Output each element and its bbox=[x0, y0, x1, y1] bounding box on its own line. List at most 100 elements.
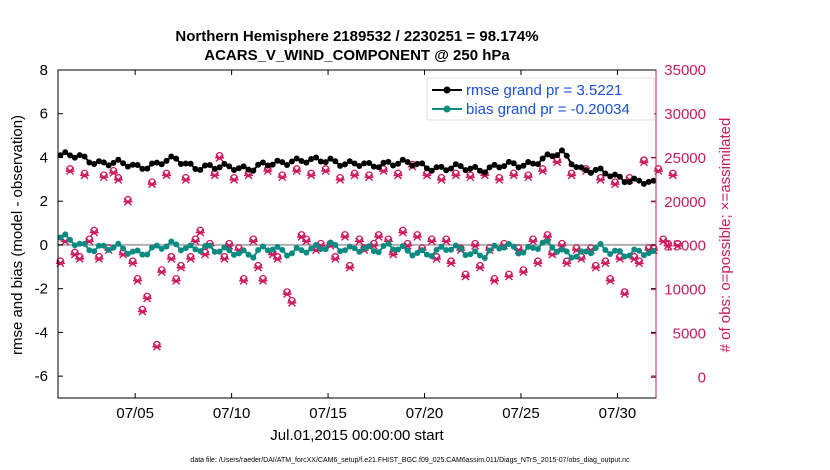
rmse-point bbox=[95, 158, 102, 165]
legend-bias-label: bias grand pr = -0.20034 bbox=[466, 101, 630, 118]
bias-point bbox=[76, 240, 83, 247]
rmse-point bbox=[457, 163, 464, 170]
bias-point bbox=[448, 246, 455, 253]
bias-point bbox=[419, 247, 426, 254]
obs-assimilated-marker bbox=[335, 175, 345, 184]
bias-point bbox=[486, 247, 493, 254]
rmse-point bbox=[578, 164, 585, 171]
chart-title-line2: ACARS_V_WIND_COMPONENT @ 250 hPa bbox=[204, 47, 510, 64]
obs-assimilated-marker bbox=[639, 158, 649, 167]
y-left-tick-label: 4 bbox=[40, 149, 48, 166]
rmse-point bbox=[250, 167, 257, 174]
obs-possible-marker bbox=[302, 235, 311, 244]
bias-point bbox=[269, 246, 276, 253]
plot-area bbox=[58, 70, 656, 398]
obs-assimilated-marker bbox=[272, 254, 282, 263]
bias-point bbox=[515, 250, 522, 257]
bias-point bbox=[91, 248, 98, 255]
rmse-point bbox=[81, 153, 88, 160]
bias-point bbox=[457, 245, 464, 252]
bias-point bbox=[211, 248, 218, 255]
bias-point bbox=[67, 236, 74, 243]
rmse-point bbox=[221, 160, 228, 167]
rmse-point bbox=[481, 169, 488, 176]
obs-possible-marker bbox=[673, 239, 682, 248]
rmse-point bbox=[587, 169, 594, 176]
bias-point bbox=[394, 246, 401, 253]
obs-assimilated-marker bbox=[65, 167, 75, 176]
obs-possible-marker bbox=[591, 261, 600, 270]
rmse-point bbox=[187, 160, 194, 167]
rmse-point bbox=[612, 171, 619, 178]
obs-possible-marker bbox=[95, 253, 103, 261]
obs-assimilated-marker bbox=[210, 171, 220, 180]
rmse-point bbox=[182, 160, 189, 167]
obs-possible-marker bbox=[249, 235, 258, 244]
rmse-point bbox=[385, 158, 392, 165]
bias-point bbox=[279, 246, 286, 253]
obs-assimilated-marker bbox=[518, 268, 528, 277]
rmse-point bbox=[650, 177, 657, 184]
bias-point bbox=[587, 250, 594, 257]
rmse-point bbox=[144, 165, 151, 172]
bias-point bbox=[414, 249, 421, 256]
obs-possible-marker bbox=[157, 266, 166, 274]
obs-possible-marker bbox=[162, 169, 171, 178]
obs-possible-marker bbox=[133, 275, 142, 283]
rmse-point bbox=[419, 160, 426, 167]
obs-assimilated-marker bbox=[494, 175, 504, 184]
rmse-point bbox=[288, 158, 295, 165]
obs-possible-marker bbox=[114, 173, 123, 182]
rmse-point bbox=[255, 161, 262, 168]
obs-assimilated-marker bbox=[388, 250, 398, 259]
obs-assimilated-marker bbox=[287, 298, 297, 307]
bias-point bbox=[245, 251, 252, 258]
bias-point bbox=[293, 244, 300, 251]
rmse-point bbox=[583, 167, 590, 174]
bias-point bbox=[390, 246, 397, 253]
legend-box bbox=[426, 77, 655, 121]
bias-point bbox=[505, 241, 512, 248]
obs-possible-marker bbox=[519, 266, 528, 274]
bias-point bbox=[375, 249, 382, 256]
rmse-point bbox=[303, 159, 310, 166]
bias-point bbox=[308, 245, 315, 252]
rmse-point bbox=[206, 162, 213, 169]
bias-point bbox=[105, 246, 112, 253]
bias-point bbox=[428, 253, 435, 260]
obs-assimilated-marker bbox=[301, 237, 311, 246]
bias-point bbox=[640, 252, 647, 259]
obs-possible-marker bbox=[220, 253, 229, 261]
obs-assimilated-marker bbox=[393, 171, 403, 180]
rmse-point bbox=[631, 175, 638, 182]
bias-point bbox=[153, 242, 160, 249]
bias-point bbox=[631, 246, 638, 253]
rmse-point bbox=[322, 159, 329, 166]
rmse-point bbox=[153, 159, 160, 166]
rmse-point bbox=[197, 166, 204, 173]
rmse-point bbox=[549, 153, 556, 160]
obs-possible-marker bbox=[538, 165, 547, 173]
obs-possible-marker bbox=[191, 235, 200, 244]
rmse-point bbox=[139, 165, 146, 172]
obs-possible-marker bbox=[75, 253, 84, 261]
bias-point bbox=[361, 245, 368, 252]
obs-possible-marker bbox=[471, 239, 480, 248]
rmse-point bbox=[124, 163, 131, 170]
rmse-point bbox=[452, 161, 459, 168]
obs-possible-marker bbox=[215, 152, 224, 160]
bias-point bbox=[525, 243, 532, 250]
bias-point bbox=[346, 243, 353, 250]
bias-point bbox=[134, 247, 141, 254]
obs-assimilated-marker bbox=[398, 228, 408, 237]
bias-point bbox=[366, 243, 373, 250]
obs-assimilated-marker bbox=[528, 237, 538, 246]
obs-possible-marker bbox=[620, 288, 629, 296]
rmse-point bbox=[313, 154, 320, 161]
x-axis-label: Jul.01,2015 00:00:00 start bbox=[270, 427, 444, 444]
rmse-point bbox=[91, 161, 98, 168]
bias-point bbox=[144, 251, 151, 258]
y-right-tick-label: 0 bbox=[698, 370, 706, 387]
bias-point bbox=[583, 248, 590, 255]
bias-point bbox=[578, 248, 585, 255]
